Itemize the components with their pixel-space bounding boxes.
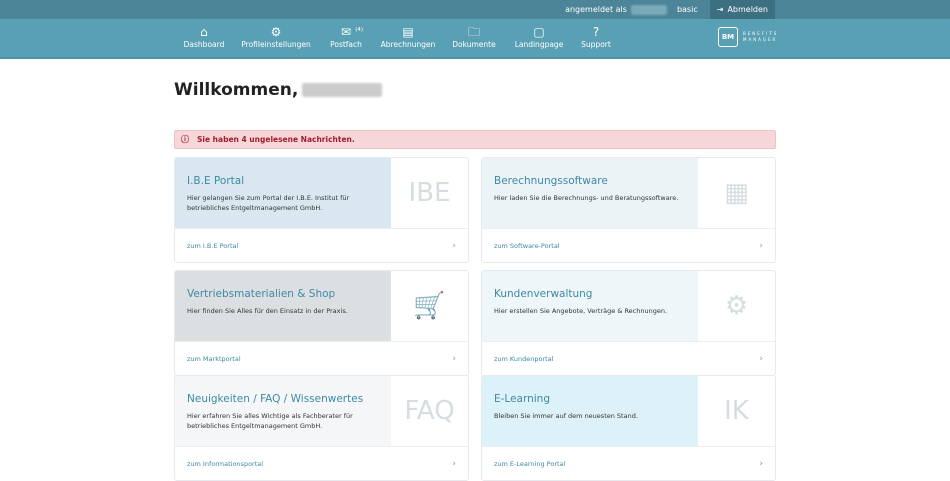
card-panel: E-Learning Bleiben Sie immer auf dem neue…: [482, 376, 698, 446]
chevron-right-icon: ›: [759, 458, 763, 469]
card-link-label: zum Marktportal: [187, 354, 241, 363]
nav-label: Landingpage: [514, 40, 564, 49]
card-link[interactable]: zum E-Learning Portal ›: [482, 446, 775, 480]
unread-messages-alert[interactable]: ⓘ Sie haben 4 ungelesene Nachrichten.: [174, 130, 776, 149]
card-i-b-e-portal: I.B.E Portal Hier gelangen Sie zum Portal…: [174, 157, 469, 263]
card-text: Hier laden Sie die Berechnungs- und Bera…: [494, 194, 679, 202]
nav-label: Support: [581, 40, 611, 49]
card-panel: I.B.E Portal Hier gelangen Sie zum Portal…: [175, 158, 391, 228]
card-link[interactable]: zum Marktportal ›: [175, 341, 468, 375]
card-text: Hier erfahren Sie alles Wichtige als Fac…: [187, 412, 353, 430]
user-info: angemeldet als basic: [565, 4, 698, 15]
nav-abrechnungen[interactable]: ▤ Abrechnungen: [381, 24, 436, 49]
nav-label: Abrechnungen: [380, 40, 436, 49]
nav-support[interactable]: ? Support: [581, 24, 611, 49]
card-text: Hier finden Sie Alles für den Einsatz in…: [187, 307, 348, 315]
chevron-right-icon: ›: [452, 458, 456, 469]
logo-mark: BM: [718, 27, 738, 47]
top-bar: angemeldet als basic ⇥ Abmelden: [0, 0, 950, 19]
welcome-text: Willkommen,: [174, 80, 299, 100]
card-icon: ▤: [402, 25, 414, 39]
logout-button[interactable]: ⇥ Abmelden: [709, 0, 775, 19]
nav-label: Dokumente: [452, 40, 496, 49]
card-illustration-icon: IK: [724, 396, 749, 426]
chevron-right-icon: ›: [759, 240, 763, 251]
main-nav: BM BENEFITS MANAGER ⌂ Dashboard ⚙ Profileins…: [0, 19, 950, 59]
gears-icon: ⚙: [270, 25, 282, 39]
username-redacted: [630, 4, 667, 15]
logout-icon: ⇥: [716, 5, 724, 14]
logo-text-2: MANAGER: [743, 37, 778, 42]
card-link-label: zum E-Learning Portal: [494, 459, 566, 468]
nav-postfach[interactable]: ✉ (4) Postfach: [330, 24, 363, 49]
card-link[interactable]: zum I.B.E Portal ›: [175, 228, 468, 262]
nav-landingpage[interactable]: ▢ Landingpage: [515, 24, 564, 49]
card-link[interactable]: zum Software-Portal ›: [482, 228, 775, 262]
card-illustration-icon: 🛒: [413, 291, 446, 321]
nav-dashboard[interactable]: ⌂ Dashboard: [184, 24, 225, 49]
card-link[interactable]: zum Kundenportal ›: [482, 341, 775, 375]
card-illustration-icon: IBE: [408, 178, 451, 208]
card-title: I.B.E Portal: [187, 175, 245, 187]
nav-label: Postfach: [330, 40, 362, 49]
nav-label: Profileinstellungen: [241, 40, 311, 49]
folder-search-icon: 🗀: [467, 25, 480, 39]
logged-in-label: angemeldet als: [565, 5, 627, 14]
logo-text-1: BENEFITS: [743, 31, 779, 36]
page-title: Willkommen,: [174, 80, 383, 100]
card-panel: Kundenverwaltung Hier erstellen Sie Angeb…: [482, 271, 698, 341]
card-title: Vertriebsmaterialien & Shop: [187, 288, 336, 300]
alert-icon: ⓘ: [181, 135, 189, 144]
window-icon: ▢: [533, 25, 545, 39]
logout-label: Abmelden: [727, 5, 768, 14]
nav-profileinstellungen[interactable]: ⚙ Profileinstellungen: [241, 24, 310, 49]
card-link-label: zum Kundenportal: [494, 354, 554, 363]
card-link-label: zum I.B.E Portal: [187, 241, 239, 250]
card-link-label: zum Informationsportal: [187, 459, 264, 468]
chevron-right-icon: ›: [452, 240, 456, 251]
chevron-right-icon: ›: [452, 353, 456, 364]
name-redacted: [302, 83, 383, 97]
card-text: Hier erstellen Sie Angebote, Verträge & …: [494, 307, 668, 315]
alert-text: Sie haben 4 ungelesene Nachrichten.: [197, 135, 355, 144]
card-link[interactable]: zum Informationsportal ›: [175, 446, 468, 480]
benefits-manager-logo[interactable]: BM BENEFITS MANAGER: [718, 27, 778, 47]
card-text: Bleiben Sie immer auf dem neuesten Stand…: [494, 412, 638, 420]
user-role: basic: [676, 5, 698, 14]
nav-label: Dashboard: [183, 40, 225, 49]
chevron-right-icon: ›: [759, 353, 763, 364]
home-icon: ⌂: [200, 25, 208, 39]
card-kundenverwaltung: Kundenverwaltung Hier erstellen Sie Angeb…: [481, 270, 776, 376]
unread-badge: (4): [355, 27, 364, 33]
nav-dokumente[interactable]: 🗀 Dokumente: [452, 24, 495, 49]
card-title: Berechnungssoftware: [494, 175, 608, 187]
card-neuigkeiten-faq-wissenwertes: Neuigkeiten / FAQ / Wissenwertes Hier erf…: [174, 375, 469, 481]
card-e-learning: E-Learning Bleiben Sie immer auf dem neue…: [481, 375, 776, 481]
card-vertriebsmaterialien-shop: Vertriebsmaterialien & Shop Hier finden S…: [174, 270, 469, 376]
card-berechnungssoftware: Berechnungssoftware Hier laden Sie die Be…: [481, 157, 776, 263]
card-illustration-icon: ▦: [724, 178, 749, 208]
card-link-label: zum Software-Portal: [494, 241, 560, 250]
mailbox-icon: ✉ (4): [341, 24, 363, 40]
card-panel: Neuigkeiten / FAQ / Wissenwertes Hier erf…: [175, 376, 391, 446]
card-illustration-icon: FAQ: [404, 396, 455, 426]
help-icon: ?: [592, 25, 600, 39]
card-title: E-Learning: [494, 393, 551, 405]
card-illustration-icon: ⚙: [724, 291, 749, 321]
card-text: Hier gelangen Sie zum Portal der I.B.E. …: [187, 194, 350, 212]
card-title: Kundenverwaltung: [494, 288, 593, 300]
card-title: Neuigkeiten / FAQ / Wissenwertes: [187, 393, 364, 405]
card-panel: Vertriebsmaterialien & Shop Hier finden S…: [175, 271, 391, 341]
card-panel: Berechnungssoftware Hier laden Sie die Be…: [482, 158, 698, 228]
